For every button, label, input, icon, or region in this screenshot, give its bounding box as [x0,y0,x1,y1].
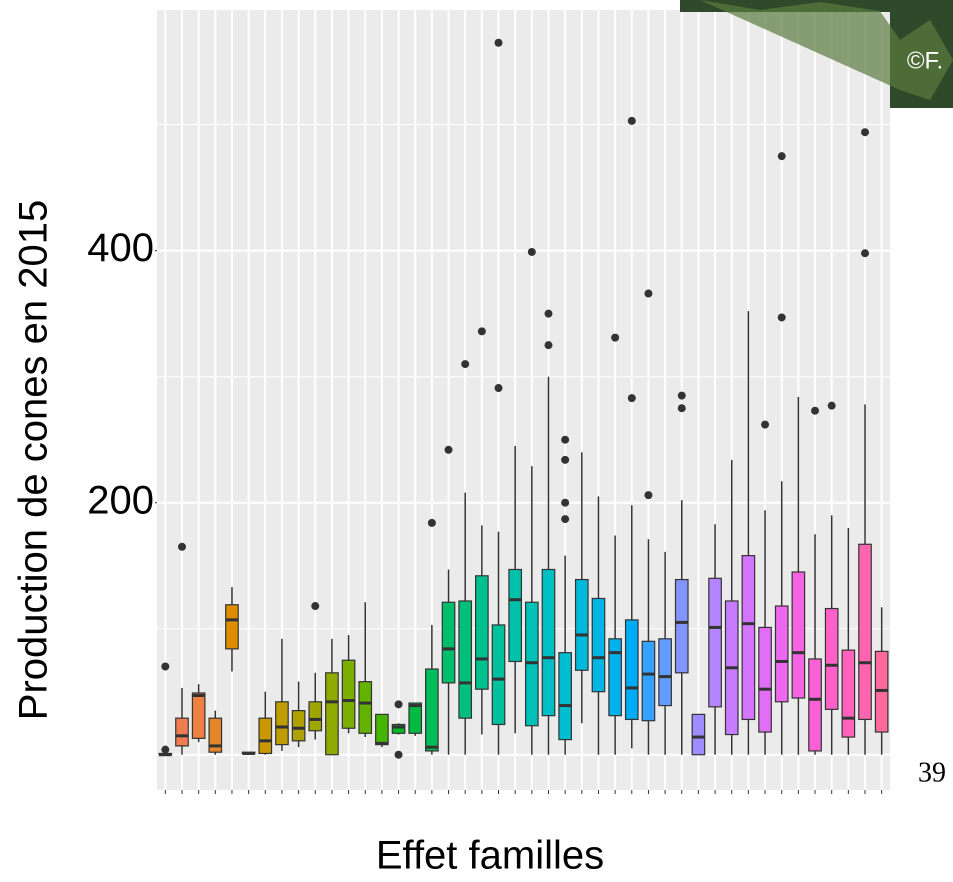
box [824,607,839,710]
outlier [777,313,786,322]
x-axis-title: Effet familles [376,834,604,878]
outlier [777,152,786,161]
outlier [827,401,836,410]
outlier [527,247,536,256]
outlier [544,309,553,318]
box [425,668,439,752]
box [258,717,273,755]
outlier [644,289,653,298]
box [591,597,606,693]
box [358,681,373,734]
box [375,713,389,746]
outlier [461,360,470,369]
box [558,652,572,741]
box [225,604,239,650]
outlier [427,518,436,527]
box [391,723,406,734]
outlier [177,542,186,551]
box [674,578,689,674]
box [408,702,423,734]
outlier [394,700,403,709]
outlier [311,602,320,611]
box [641,640,656,722]
photo-credit: ©F. [907,47,943,74]
box [341,659,356,729]
outlier [494,384,503,393]
box [774,605,789,703]
outlier [394,750,403,759]
box [308,701,323,732]
outlier [161,745,170,754]
photo-foliage [700,0,953,100]
outlier [677,391,686,400]
outlier [761,420,770,429]
box [541,568,556,717]
outlier [477,327,486,336]
box [574,578,589,671]
box [791,571,806,699]
outlier [861,128,870,137]
box [608,638,622,717]
outlier [677,404,686,413]
outlier [494,38,503,47]
box [808,658,822,752]
outlier [861,249,870,258]
box [475,575,489,690]
box [758,626,772,733]
box [741,555,756,721]
box [291,710,306,742]
box [325,672,339,756]
outlier [611,333,620,342]
box [458,600,473,719]
box [208,717,223,753]
y-tick-label: 200 [87,478,154,522]
outlier [561,435,570,444]
y-axis-title: Production de cones en 2015 [12,200,56,720]
outlier [561,455,570,464]
box [691,713,706,756]
outlier [561,498,570,507]
outlier [544,341,553,350]
box [191,692,206,739]
box [858,543,872,721]
box [275,701,289,746]
outlier [444,445,453,454]
box [508,568,523,663]
box [841,649,856,738]
y-tick-label: 400 [87,226,154,270]
page-number: 39 [918,757,946,788]
outlier [161,662,170,671]
box [175,717,189,747]
box [624,619,639,721]
box [708,577,722,708]
outlier [627,394,636,403]
box [658,638,672,707]
box [491,624,506,726]
outlier [561,515,570,524]
outlier [627,116,636,125]
outlier [644,491,653,500]
box [441,601,456,684]
outlier [811,406,820,415]
